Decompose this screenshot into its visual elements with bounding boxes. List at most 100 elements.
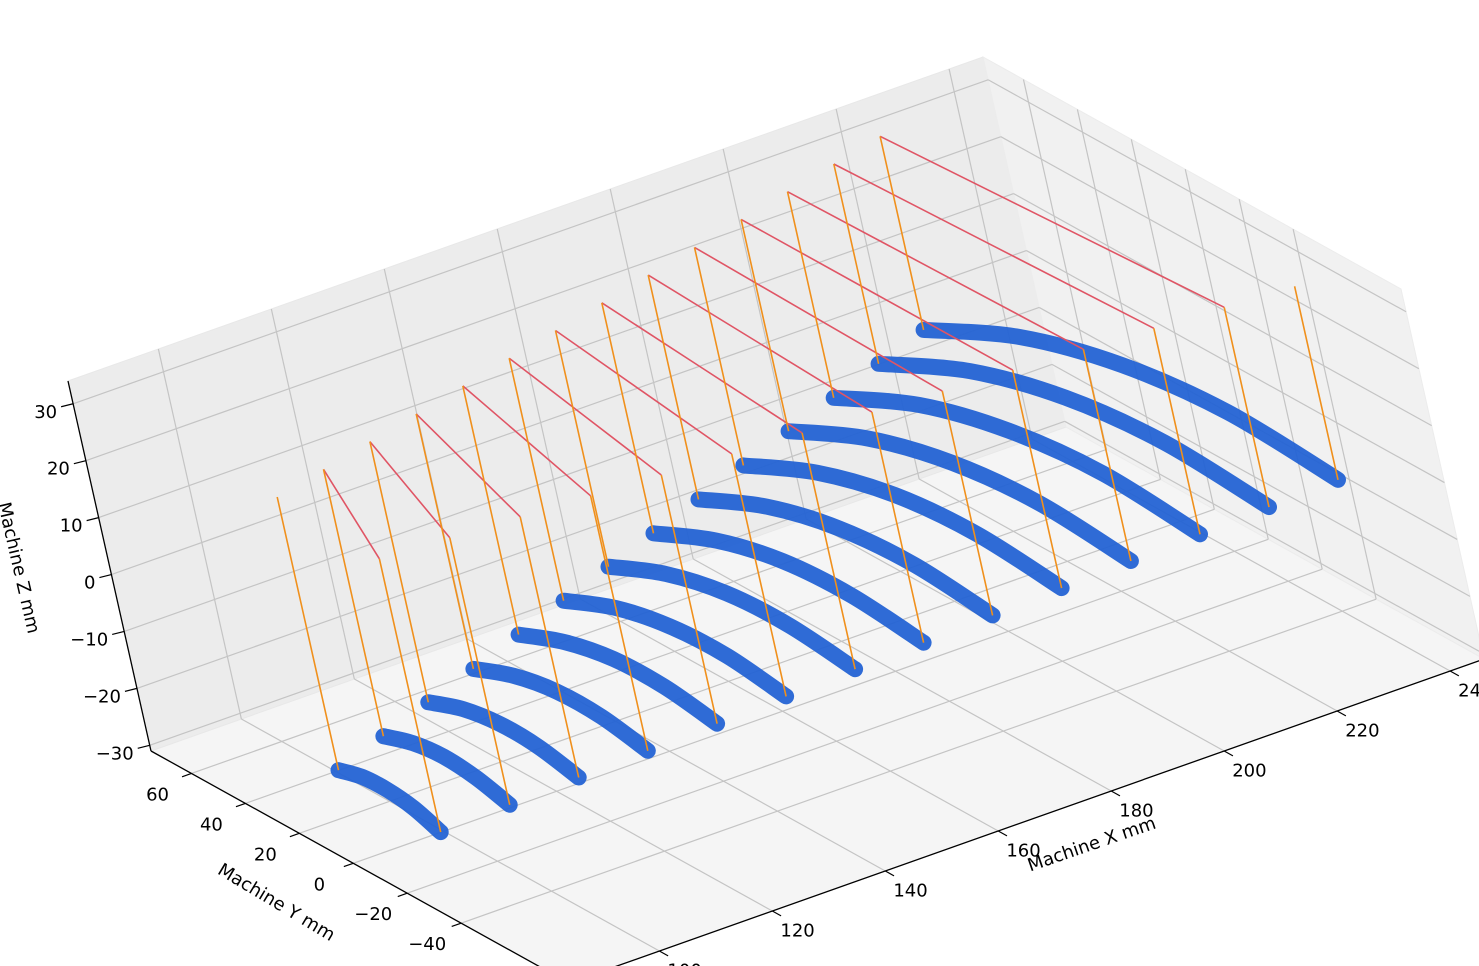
y-tick — [289, 832, 300, 838]
x-tick-label: 100 — [667, 961, 701, 966]
z-axis-label: Machine Z mm — [0, 500, 44, 635]
z-tick — [99, 573, 112, 579]
toolpath-move — [555, 329, 733, 455]
z-tick-label: 10 — [60, 516, 83, 537]
y-tick — [397, 892, 408, 898]
toolpath-move — [322, 469, 511, 805]
x-tick-label: 140 — [893, 881, 927, 902]
x-tick — [772, 910, 782, 917]
grid-line — [987, 79, 1407, 313]
grid-line — [270, 308, 355, 680]
y-axis-line — [150, 750, 540, 966]
x-tick — [1449, 670, 1460, 677]
grid-line — [609, 188, 694, 560]
y-axis-label: Machine Y mm — [214, 859, 339, 945]
toolpath-move — [740, 219, 1132, 562]
x-axis-label: Machine X mm — [1025, 813, 1159, 877]
toolpath-move — [462, 385, 718, 724]
z-axis-line — [67, 380, 152, 752]
y-tick-label: −20 — [354, 904, 392, 925]
toolpath-cut — [870, 355, 1277, 516]
toolpath-move — [833, 163, 1270, 508]
axes: 100120140160180200220240−40−200204060−30… — [34, 380, 1479, 966]
grid-line — [1292, 228, 1377, 600]
toolpath-move — [647, 274, 994, 616]
x-tick-label: 180 — [1119, 801, 1153, 822]
y-tick — [343, 862, 354, 868]
grid-line — [1064, 420, 1479, 652]
x-tick-label: 220 — [1345, 721, 1379, 742]
grid-line — [1238, 199, 1323, 570]
grid-line — [1026, 250, 1445, 484]
toolpath-move — [508, 358, 787, 697]
y-tick — [235, 802, 246, 808]
z-tick-label: −20 — [83, 686, 121, 707]
x-tick — [1223, 750, 1234, 757]
z-tick-label: 0 — [84, 573, 95, 594]
toolpath-cut — [600, 558, 864, 678]
toolpath-move — [833, 163, 1155, 330]
toolpath-move — [554, 330, 856, 670]
grid-line — [1013, 193, 1432, 427]
z-tick — [73, 460, 87, 465]
toolpath-move — [786, 191, 1201, 535]
toolpath-move — [879, 135, 1225, 309]
grid-line — [460, 598, 1377, 924]
x-tick-label: 160 — [1006, 841, 1040, 862]
toolpath-move — [276, 496, 442, 833]
x-tick-label: 200 — [1232, 761, 1266, 782]
x-tick-label: 120 — [780, 921, 814, 942]
grid-line — [241, 718, 660, 952]
y-tick-label: 0 — [314, 874, 325, 895]
y-tick-label: 60 — [146, 784, 169, 805]
grid-line — [692, 558, 1112, 792]
toolpath-move — [601, 302, 803, 434]
toolpath-cut — [825, 389, 1208, 543]
y-tick — [451, 922, 462, 928]
toolpath-move — [415, 413, 521, 518]
marks — [276, 135, 1346, 841]
grid-line — [406, 568, 1323, 894]
z-tick-label: 30 — [34, 402, 57, 423]
toolpath-move — [601, 302, 925, 643]
x-tick — [1336, 710, 1347, 717]
grid-line — [496, 228, 581, 600]
toolpath-cut — [555, 592, 795, 705]
z-tick — [112, 630, 125, 636]
z-tick — [86, 517, 99, 522]
grid-line — [1184, 169, 1269, 540]
z-tick — [60, 403, 74, 408]
grid-line — [1000, 136, 1420, 370]
grid-line — [1076, 109, 1161, 480]
x-tick — [1110, 790, 1121, 797]
x-tick — [885, 870, 895, 877]
toolpath-cut — [330, 762, 449, 841]
toolpath-move — [740, 218, 1014, 371]
y-tick — [181, 772, 192, 778]
grid-line — [72, 79, 989, 405]
toolpath-move — [787, 190, 1084, 351]
y-tick-label: 20 — [254, 844, 277, 865]
grid-line — [835, 108, 920, 480]
grid-line — [85, 136, 1002, 462]
y-tick-label: 40 — [200, 814, 223, 835]
grid-line — [1130, 139, 1215, 510]
toolpath-cut — [780, 423, 1139, 569]
toolpath-move — [369, 441, 580, 778]
z-tick-label: 20 — [47, 459, 70, 480]
x-tick-label: 240 — [1458, 681, 1479, 702]
grid-line — [722, 148, 807, 520]
grid-line — [149, 420, 1065, 746]
toolpath-cut — [375, 728, 518, 813]
grid-line — [805, 518, 1225, 752]
toolpath-cut — [915, 321, 1346, 488]
toolpath-cut — [510, 626, 726, 732]
toolpath-move — [508, 357, 662, 476]
grid-line — [111, 249, 1027, 576]
toolpath-cut — [735, 457, 1070, 597]
toolpath-cut — [645, 525, 932, 651]
toolpath-move — [693, 247, 1063, 589]
toolpath-move — [322, 468, 381, 560]
